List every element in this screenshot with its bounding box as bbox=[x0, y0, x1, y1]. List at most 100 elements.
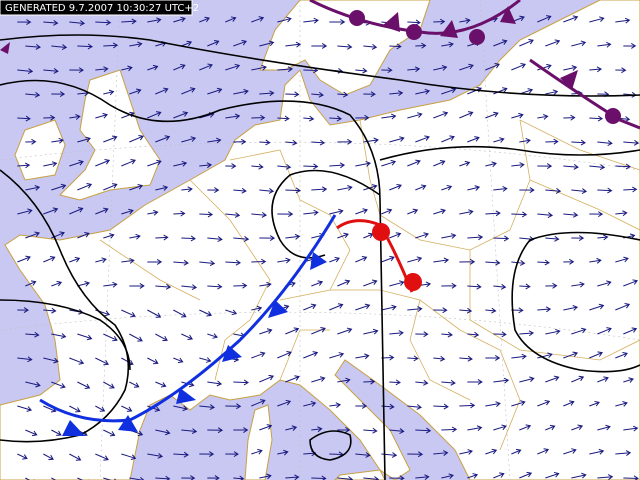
wind-arrow bbox=[493, 39, 508, 47]
wind-arrow bbox=[103, 429, 116, 437]
wind-arrow bbox=[251, 258, 267, 265]
wind-arrow bbox=[381, 208, 393, 215]
wind-arrow bbox=[519, 376, 535, 383]
wind-arrow bbox=[147, 453, 164, 459]
wind-arrow bbox=[389, 280, 405, 287]
wind-arrow bbox=[199, 16, 211, 23]
wind-arrow bbox=[303, 401, 317, 407]
wind-arrow bbox=[311, 475, 327, 480]
wind-arrow bbox=[545, 188, 562, 194]
border bbox=[359, 119, 531, 251]
wind-arrow bbox=[129, 134, 144, 143]
wind-arrow bbox=[77, 477, 89, 480]
wind-arrow bbox=[251, 305, 263, 312]
wind-arrow bbox=[459, 111, 474, 119]
wind-arrow bbox=[25, 91, 41, 98]
wind-arrow bbox=[563, 258, 575, 265]
wind-arrow bbox=[233, 282, 248, 289]
wind-arrow bbox=[493, 235, 510, 242]
wind-arrow bbox=[545, 375, 560, 383]
wind-arrow bbox=[415, 184, 427, 191]
wind-arrow bbox=[69, 256, 81, 263]
wind-arrow bbox=[441, 473, 454, 480]
wind-arrow bbox=[277, 163, 292, 170]
wind-arrow bbox=[225, 63, 241, 71]
wind-arrow bbox=[103, 233, 115, 239]
wind-arrow bbox=[121, 208, 134, 215]
wind-arrow bbox=[355, 208, 368, 215]
front-triangles bbox=[382, 6, 516, 38]
wind-arrow bbox=[181, 235, 196, 242]
wind-arrow bbox=[329, 402, 342, 409]
border bbox=[409, 250, 640, 401]
wind-arrow bbox=[337, 327, 353, 335]
wind-arrow bbox=[545, 39, 561, 47]
wind-arrow bbox=[303, 209, 319, 216]
wind-arrow bbox=[251, 399, 266, 407]
wind-arrow bbox=[43, 357, 59, 364]
wind-arrow bbox=[467, 379, 483, 385]
wind-arrow bbox=[95, 159, 111, 167]
wind-arrow bbox=[493, 137, 505, 143]
wind-arrow bbox=[363, 378, 376, 385]
wind-arrow bbox=[155, 381, 167, 388]
wind-arrow bbox=[545, 138, 559, 145]
wind-arrow bbox=[433, 403, 449, 410]
wind-arrow bbox=[173, 259, 189, 266]
wind-arrow bbox=[363, 279, 378, 287]
wind-arrow bbox=[441, 233, 457, 239]
wind-arrow bbox=[251, 163, 264, 170]
wind-arrow bbox=[95, 405, 106, 412]
wind-arrow bbox=[277, 350, 292, 359]
wind-arrow bbox=[225, 16, 237, 23]
wind-arrow bbox=[363, 427, 378, 434]
isobar bbox=[0, 299, 131, 371]
wind-arrow bbox=[147, 258, 163, 265]
wind-arrow bbox=[563, 114, 576, 121]
wind-arrow bbox=[25, 185, 41, 191]
wind-arrow bbox=[17, 115, 31, 122]
wind-arrow bbox=[51, 91, 66, 98]
sicily bbox=[334, 469, 386, 480]
wind-arrow bbox=[259, 328, 273, 335]
wind-arrow bbox=[173, 210, 186, 217]
wind-arrow bbox=[337, 138, 353, 145]
wind-arrow bbox=[17, 68, 34, 74]
wind-arrow bbox=[467, 425, 483, 432]
wind-arrow bbox=[43, 114, 56, 121]
wind-arrow bbox=[597, 424, 611, 431]
wind-arrow bbox=[563, 305, 579, 311]
isobars bbox=[0, 34, 640, 480]
wind-arrow bbox=[207, 187, 220, 194]
wind-arrow bbox=[415, 331, 429, 338]
wind-arrow bbox=[69, 207, 84, 215]
wind-arrow bbox=[615, 303, 631, 311]
wind-arrow bbox=[623, 42, 637, 49]
wind-arrow bbox=[259, 473, 272, 480]
wind-arrow bbox=[225, 212, 241, 218]
wind-arrow bbox=[311, 186, 328, 193]
wind-arrow bbox=[233, 187, 247, 194]
wind-arrow bbox=[17, 356, 33, 363]
wind-arrow bbox=[441, 135, 455, 143]
wind-arrow bbox=[207, 137, 222, 144]
wind-arrow bbox=[355, 303, 371, 311]
wind-arrow bbox=[493, 87, 508, 95]
wind-arrow bbox=[51, 429, 62, 436]
wind-arrow bbox=[519, 38, 534, 47]
wind-arrow bbox=[43, 255, 56, 263]
wind-arrow bbox=[155, 283, 172, 290]
wind-arrow bbox=[225, 403, 242, 410]
wind-arrow bbox=[225, 309, 238, 316]
wind-arrow bbox=[337, 476, 354, 480]
wind-arrow bbox=[563, 163, 579, 170]
wind-arrow bbox=[467, 136, 480, 143]
front-semicircle bbox=[605, 108, 621, 124]
wind-arrow bbox=[441, 184, 453, 191]
wind-arrow bbox=[571, 424, 584, 431]
wind-arrow bbox=[433, 307, 448, 314]
wind-arrow bbox=[623, 139, 640, 146]
wind-arrow bbox=[389, 136, 405, 143]
wind-arrow bbox=[147, 17, 162, 24]
isobar bbox=[0, 34, 640, 97]
